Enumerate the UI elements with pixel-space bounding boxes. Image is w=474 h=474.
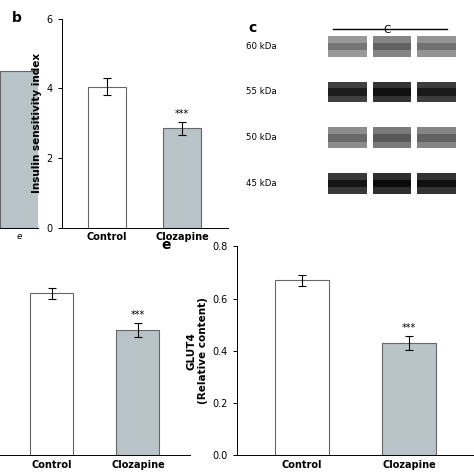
Bar bbox=[88, 87, 126, 228]
Bar bbox=[417, 134, 456, 142]
Bar bbox=[328, 82, 367, 102]
Text: 50 kDa: 50 kDa bbox=[246, 133, 277, 142]
Text: ***: *** bbox=[175, 109, 190, 119]
Bar bbox=[116, 330, 159, 455]
Bar bbox=[328, 128, 367, 148]
Bar bbox=[417, 180, 456, 188]
Text: ***: *** bbox=[131, 310, 145, 320]
Bar bbox=[328, 43, 367, 50]
Bar bbox=[417, 36, 456, 56]
Text: C: C bbox=[384, 25, 391, 35]
Text: 45 kDa: 45 kDa bbox=[246, 179, 277, 188]
Bar bbox=[373, 173, 411, 194]
Bar bbox=[328, 89, 367, 96]
Text: b: b bbox=[12, 10, 22, 25]
Bar bbox=[328, 180, 367, 188]
Bar bbox=[417, 128, 456, 148]
Text: ***: *** bbox=[402, 323, 417, 333]
Bar bbox=[373, 180, 411, 188]
Bar bbox=[275, 280, 328, 455]
Bar bbox=[373, 43, 411, 50]
Bar bbox=[30, 293, 73, 455]
Bar bbox=[0, 71, 38, 228]
Bar bbox=[417, 82, 456, 102]
Bar bbox=[373, 134, 411, 142]
Text: e: e bbox=[161, 238, 171, 252]
Text: 55 kDa: 55 kDa bbox=[246, 88, 277, 96]
Bar bbox=[373, 36, 411, 56]
Bar bbox=[373, 82, 411, 102]
Bar bbox=[417, 89, 456, 96]
Bar bbox=[328, 134, 367, 142]
Bar bbox=[328, 173, 367, 194]
Text: 60 kDa: 60 kDa bbox=[246, 42, 277, 51]
Y-axis label: Insulin sensitivity index: Insulin sensitivity index bbox=[32, 53, 42, 193]
Bar bbox=[164, 128, 201, 228]
Bar bbox=[328, 36, 367, 56]
Y-axis label: GLUT4
(Relative content): GLUT4 (Relative content) bbox=[187, 297, 209, 404]
Bar bbox=[383, 343, 436, 455]
Bar bbox=[373, 128, 411, 148]
Text: c: c bbox=[249, 21, 257, 35]
Bar bbox=[373, 89, 411, 96]
Bar bbox=[417, 173, 456, 194]
Bar bbox=[417, 43, 456, 50]
